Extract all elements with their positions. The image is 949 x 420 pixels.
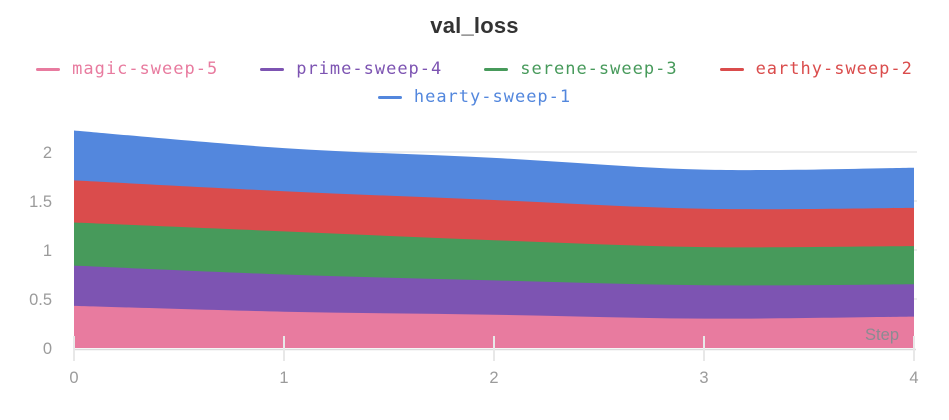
x-tick-label-4: 4 [909, 369, 918, 387]
legend-dash-icon [377, 95, 402, 99]
legend-dash-icon [36, 67, 61, 71]
y-tick-label-2: 2 [43, 144, 52, 162]
x-axis-label: Step [865, 326, 899, 344]
y-tick-label-1.5: 1.5 [29, 193, 52, 211]
x-tick-label-3: 3 [699, 369, 708, 387]
chart-title: val_loss [430, 13, 519, 38]
y-tick-label-1: 1 [43, 242, 52, 260]
legend-label: magic-sweep-5 [72, 59, 219, 79]
legend-item-earthy-sweep-2[interactable]: earthy-sweep-2 [719, 56, 913, 82]
legend-item-serene-sweep-3[interactable]: serene-sweep-3 [484, 56, 677, 82]
legend-label: earthy-sweep-2 [755, 59, 913, 79]
legend-label: prime-sweep-4 [296, 59, 443, 79]
legend-item-hearty-sweep-1[interactable]: hearty-sweep-1 [377, 84, 572, 110]
legend-dash-icon [260, 67, 285, 71]
legend-item-magic-sweep-5[interactable]: magic-sweep-5 [36, 56, 218, 82]
legend-label: serene-sweep-3 [520, 59, 678, 79]
legend-label: hearty-sweep-1 [413, 87, 572, 107]
y-tick-label-0.5: 0.5 [29, 291, 52, 309]
legend-dash-icon [719, 67, 744, 71]
legend-item-prime-sweep-4[interactable]: prime-sweep-4 [260, 56, 442, 82]
x-tick-label-0: 0 [69, 369, 78, 387]
x-tick-label-1: 1 [279, 369, 288, 387]
legend-dash-icon [484, 67, 509, 71]
chart-legend: magic-sweep-5 prime-sweep-4 serene-sweep-3… [0, 56, 949, 110]
y-tick-label-0: 0 [43, 340, 52, 358]
x-tick-label-2: 2 [489, 369, 498, 387]
